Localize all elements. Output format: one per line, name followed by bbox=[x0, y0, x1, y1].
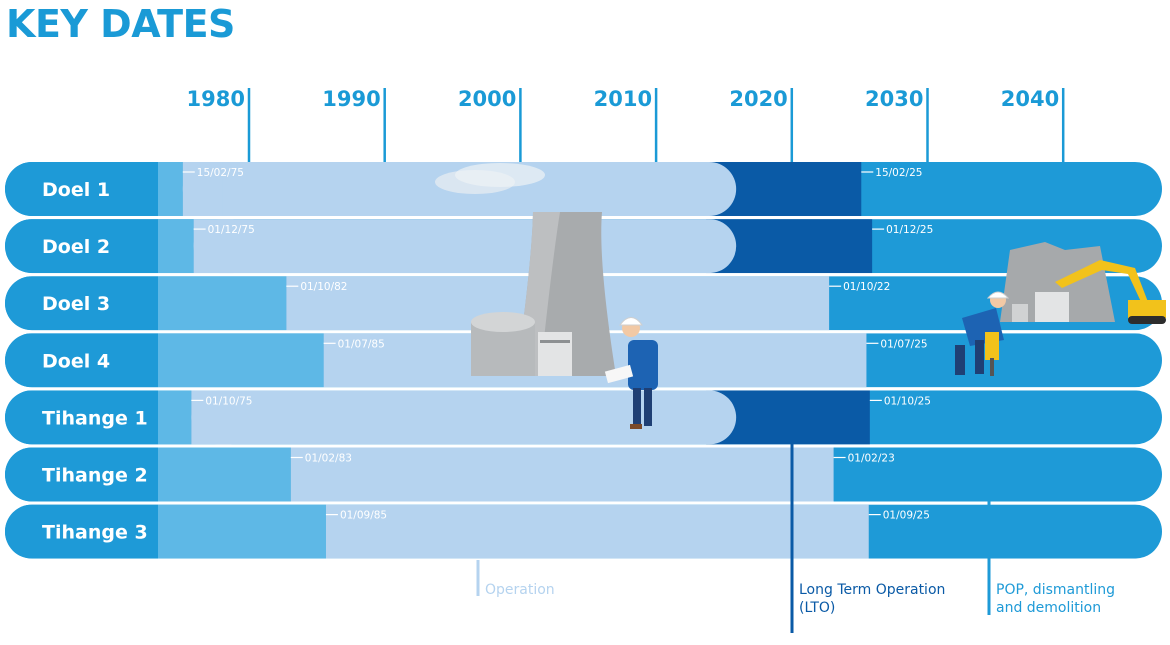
operation-bar bbox=[191, 390, 737, 445]
pre-operation-bar bbox=[158, 504, 326, 559]
end-date-label: 01/09/25 bbox=[883, 510, 930, 522]
reactor-label-block bbox=[5, 504, 158, 559]
reactor-row: Tihange 3 01/09/85 01/09/25 bbox=[5, 504, 1162, 559]
reactor-label-block bbox=[5, 276, 158, 331]
reactor-name: Tihange 1 bbox=[42, 407, 148, 429]
start-date-label: 01/02/83 bbox=[305, 453, 352, 465]
axis-tick-label-2040: 2040 bbox=[1001, 87, 1059, 111]
axis-tick-label-1990: 1990 bbox=[322, 87, 380, 111]
reactor-row: Doel 1 15/02/75 15/02/25 bbox=[5, 162, 1162, 216]
reactor-label-block bbox=[5, 219, 158, 274]
end-date-label: 01/10/25 bbox=[884, 395, 931, 407]
reactor-label-block bbox=[5, 333, 158, 388]
operation-bar bbox=[290, 447, 834, 502]
pre-operation-bar bbox=[158, 390, 192, 445]
axis-tick-label-2020: 2020 bbox=[729, 87, 787, 111]
start-date-label: 15/02/75 bbox=[197, 167, 244, 179]
axis-tick-label-2000: 2000 bbox=[458, 87, 516, 111]
reactor-label-block bbox=[5, 162, 158, 216]
start-date-label: 01/10/82 bbox=[300, 281, 347, 293]
start-date-label: 01/09/85 bbox=[340, 510, 387, 522]
engineer-worker-icon bbox=[604, 317, 658, 429]
pre-operation-bar bbox=[158, 162, 183, 216]
year-axis: 1980 1990 2000 2010 2020 2030 2040 bbox=[187, 87, 1065, 163]
legend-lto-line1: Long Term Operation bbox=[799, 582, 946, 598]
legend-lto-line2: (LTO) bbox=[799, 600, 836, 616]
legend-pop-line1: POP, dismantling bbox=[996, 582, 1115, 598]
end-date-label: 01/02/23 bbox=[848, 453, 895, 465]
axis-tick-label-2010: 2010 bbox=[594, 87, 652, 111]
end-date-label: 15/02/25 bbox=[875, 167, 922, 179]
pre-operation-bar bbox=[158, 447, 291, 502]
reactor-name: Doel 2 bbox=[42, 236, 110, 258]
pre-operation-bar bbox=[158, 219, 194, 274]
pre-operation-bar bbox=[158, 276, 287, 331]
pre-operation-bar bbox=[158, 333, 324, 388]
cooling-tower-illustration bbox=[435, 163, 616, 376]
legend-lto: Long Term Operation (LTO) bbox=[799, 581, 945, 617]
reactor-label-block bbox=[5, 447, 158, 502]
axis-tick-label-2030: 2030 bbox=[865, 87, 923, 111]
reactor-name: Doel 1 bbox=[42, 179, 110, 201]
end-date-label: 01/10/22 bbox=[843, 281, 890, 293]
reactor-name: Tihange 2 bbox=[42, 465, 148, 487]
start-date-label: 01/10/75 bbox=[205, 395, 252, 407]
reactor-row: Tihange 1 01/10/75 01/10/25 bbox=[5, 390, 1162, 445]
demolition-illustration bbox=[955, 242, 1166, 376]
legend-operation: Operation bbox=[485, 581, 555, 599]
legend bbox=[476, 440, 991, 633]
legend-operation-label: Operation bbox=[485, 582, 555, 598]
end-date-label: 01/07/25 bbox=[880, 338, 927, 350]
start-date-label: 01/12/75 bbox=[208, 224, 255, 236]
axis-tick-label-1980: 1980 bbox=[187, 87, 245, 111]
reactor-name: Tihange 3 bbox=[42, 522, 148, 544]
operation-bar bbox=[193, 219, 737, 274]
operation-bar bbox=[325, 504, 869, 559]
end-date-label: 01/12/25 bbox=[886, 224, 933, 236]
reactor-label-block bbox=[5, 390, 158, 445]
reactor-row: Tihange 2 01/02/83 01/02/23 bbox=[5, 447, 1162, 502]
reactor-name: Doel 4 bbox=[42, 350, 110, 372]
legend-pop: POP, dismantling and demolition bbox=[996, 581, 1115, 617]
legend-pop-line2: and demolition bbox=[996, 600, 1102, 616]
start-date-label: 01/07/85 bbox=[338, 338, 385, 350]
illustrations bbox=[435, 163, 1166, 429]
reactor-name: Doel 3 bbox=[42, 293, 110, 315]
page-title: KEY DATES bbox=[6, 2, 235, 46]
